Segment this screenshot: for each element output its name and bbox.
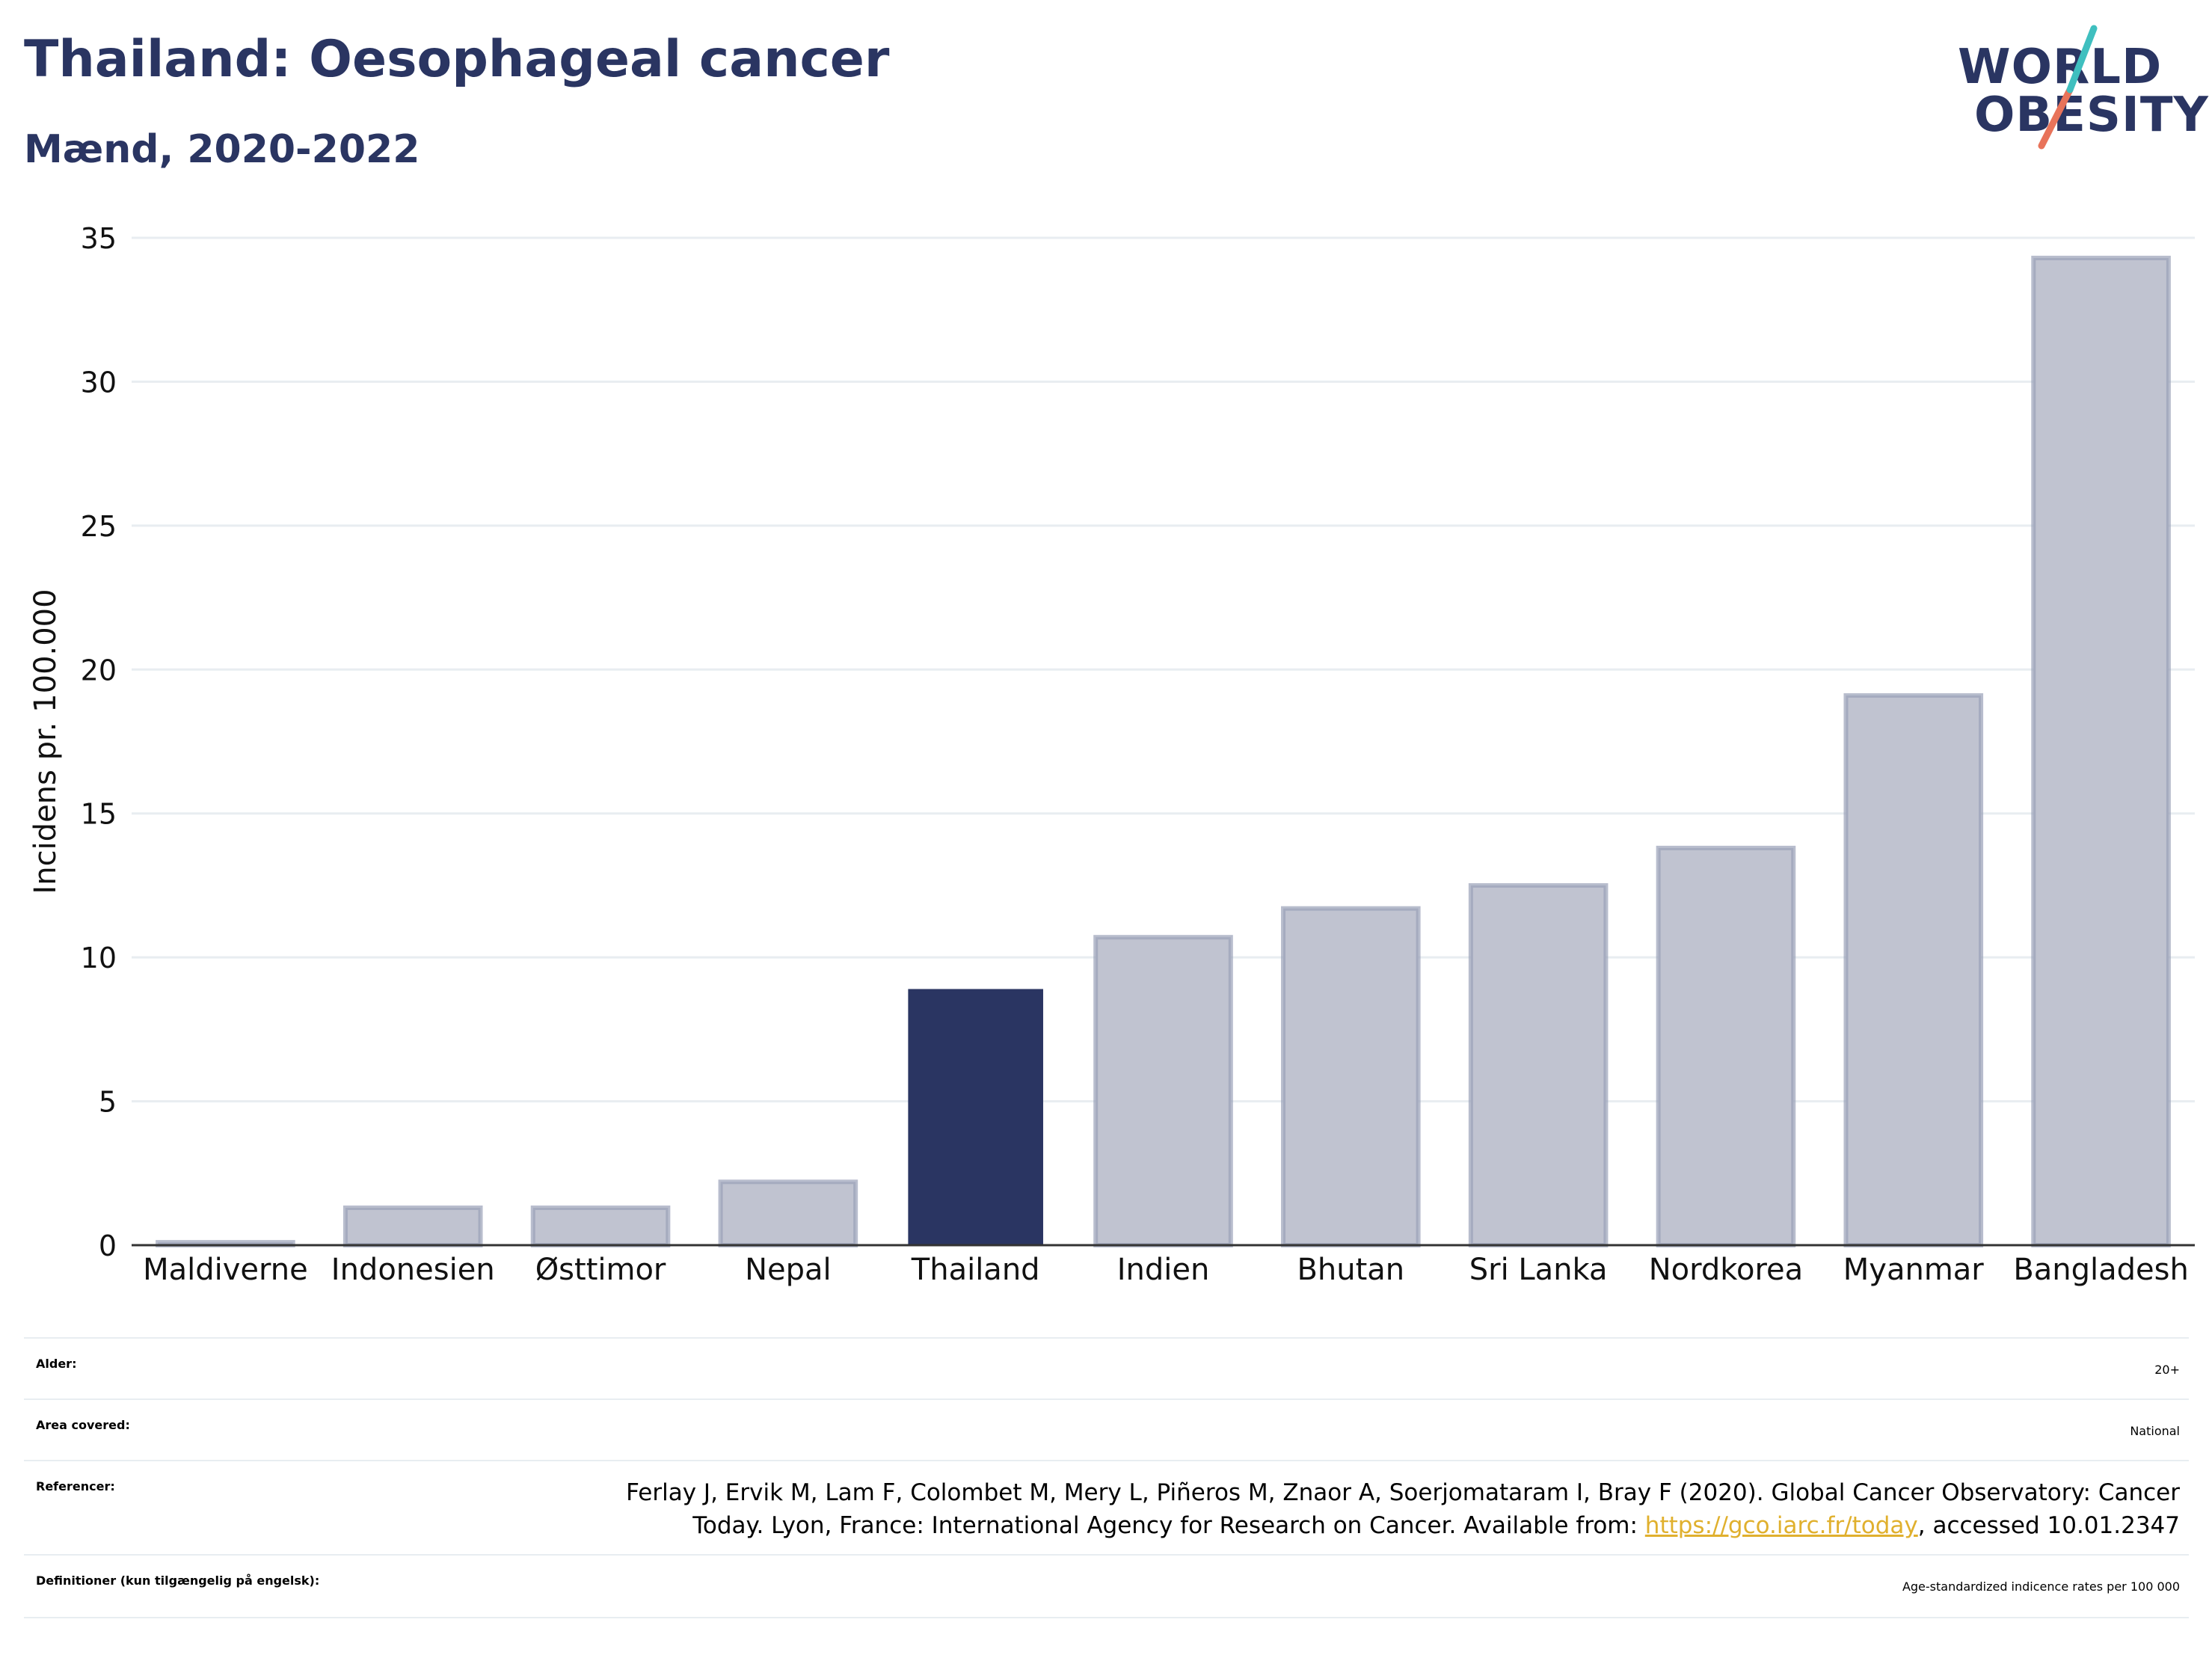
bar-chart: 0 5 10 15 20 25 30 35 Incidens pr. 100.000 Maldiv… [28, 222, 2195, 1286]
x-tick-label: Myanmar [1843, 1253, 1985, 1286]
world-obesity-logo: WORLD OBESITY [1944, 22, 2208, 157]
bar-indien [1093, 935, 1233, 1248]
references-text: Ferlay J, Ervik M, Lam F, Colombet M, Me… [626, 1476, 2180, 1542]
bar-nordkorea [1656, 845, 1796, 1247]
logo-line-2: OBESITY [1974, 87, 2209, 143]
bar-sri-lanka [1468, 882, 1609, 1248]
y-tick-label: 0 [99, 1229, 117, 1262]
bar-indonesien [342, 1205, 483, 1248]
age-value: 20+ [2154, 1363, 2180, 1377]
references-line-1: Ferlay J, Ervik M, Lam F, Colombet M, Me… [626, 1479, 2180, 1506]
x-tick-label: Indien [1117, 1253, 1210, 1286]
bar-østtimor [530, 1205, 671, 1248]
area-label: Area covered: [36, 1418, 130, 1432]
x-tick-label: Thailand [911, 1253, 1040, 1286]
references-line-2-text: Today. Lyon, France: International Agenc… [692, 1512, 1645, 1539]
y-tick-label: 30 [81, 366, 117, 399]
x-tick-label: Bhutan [1297, 1253, 1404, 1286]
bar-bhutan [1281, 906, 1421, 1248]
x-tick-label: Nepal [745, 1253, 832, 1286]
chart-subtitle: Mænd, 2020-2022 [24, 127, 420, 172]
y-tick-label: 20 [81, 654, 117, 687]
info-row-definitions: Definitioner (kun tilgængelig på engelsk… [24, 1554, 2189, 1618]
y-axis-label: Incidens pr. 100.000 [28, 589, 63, 894]
bar-myanmar [1843, 693, 1984, 1247]
y-tick-label: 25 [81, 510, 117, 543]
y-tick-label: 10 [81, 942, 117, 974]
info-row-age: Alder: 20+ [24, 1337, 2189, 1400]
references-line-2: Today. Lyon, France: International Agenc… [626, 1509, 2180, 1542]
chart-title: Thailand: Oesophageal cancer [24, 30, 890, 89]
info-row-references: Referencer: Ferlay J, Ervik M, Lam F, Co… [24, 1460, 2189, 1556]
x-tick-label: Nordkorea [1649, 1253, 1803, 1286]
logo-line-1: WORLD [1958, 40, 2163, 95]
bar-nepal [718, 1179, 858, 1247]
area-value: National [2130, 1424, 2180, 1438]
x-tick-label: Sri Lanka [1469, 1253, 1608, 1286]
gco-link[interactable]: https://gco.iarc.fr/today [1644, 1512, 1918, 1539]
y-tick-label: 35 [81, 222, 117, 255]
y-tick-label: 15 [81, 798, 117, 831]
x-tick-label: Maldiverne [143, 1253, 308, 1286]
y-tick-label: 5 [99, 1086, 117, 1119]
x-tick-label: Indonesien [331, 1253, 495, 1286]
references-accessed: , accessed 10.01.2347 [1917, 1512, 2180, 1539]
x-tick-label: Østtimor [535, 1253, 666, 1286]
bar-bangladesh [2031, 255, 2171, 1248]
bar-thailand [908, 989, 1043, 1245]
definitions-value: Age-standardized indicence rates per 100… [1902, 1579, 2180, 1594]
info-row-area: Area covered: National [24, 1398, 2189, 1461]
references-label: Referencer: [36, 1479, 115, 1493]
logo-slash-icon [2038, 25, 2098, 150]
age-label: Alder: [36, 1357, 77, 1371]
definitions-label: Definitioner (kun tilgængelig på engelsk… [36, 1573, 320, 1588]
x-tick-label: Bangladesh [2013, 1253, 2189, 1286]
